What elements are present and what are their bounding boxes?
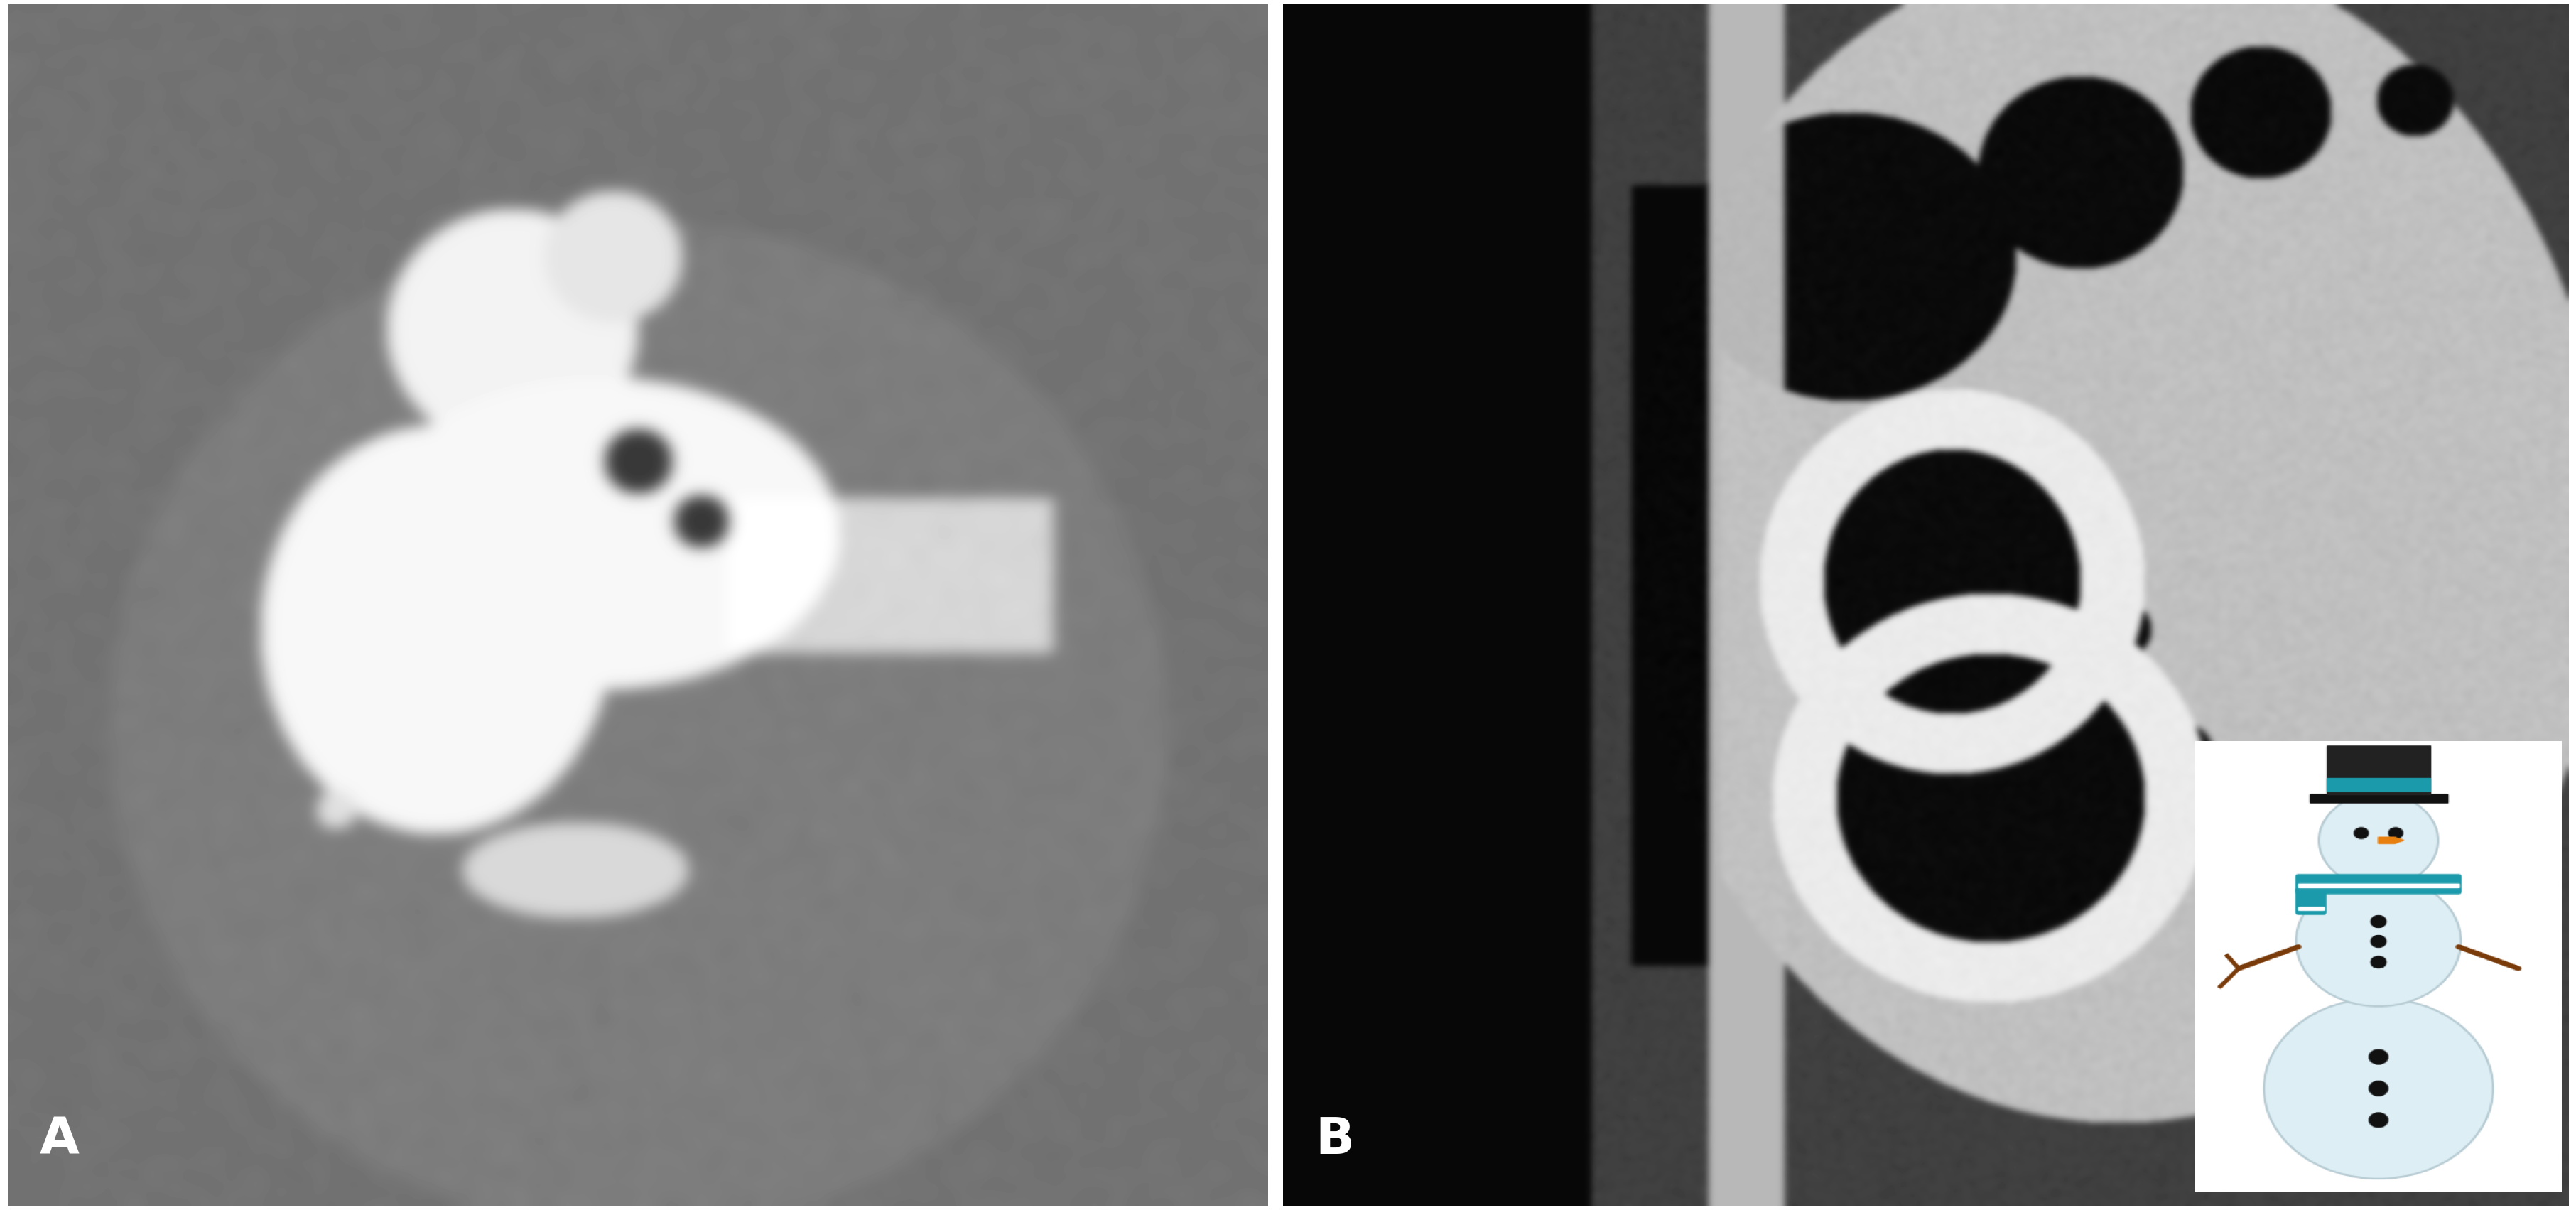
Text: B: B [1314,1116,1355,1164]
Text: A: A [39,1116,80,1164]
